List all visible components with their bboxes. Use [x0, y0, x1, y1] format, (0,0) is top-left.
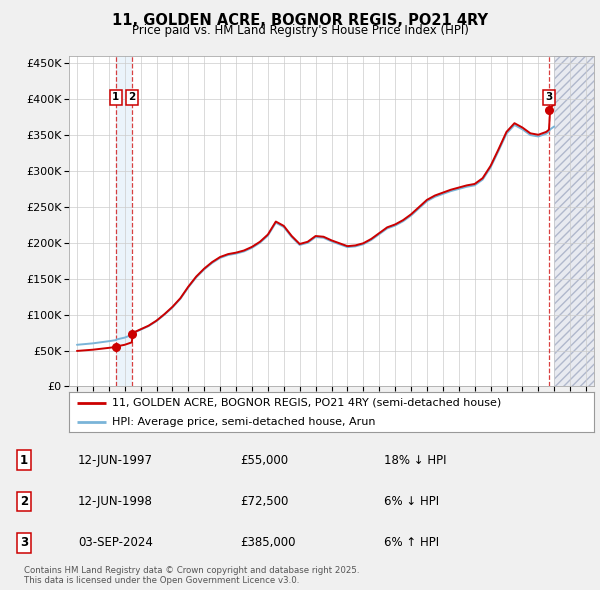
Text: 2: 2 [128, 93, 136, 102]
Text: HPI: Average price, semi-detached house, Arun: HPI: Average price, semi-detached house,… [112, 417, 376, 427]
Text: 12-JUN-1998: 12-JUN-1998 [78, 495, 153, 508]
Text: 18% ↓ HPI: 18% ↓ HPI [384, 454, 446, 467]
Text: 03-SEP-2024: 03-SEP-2024 [78, 536, 153, 549]
Text: £55,000: £55,000 [240, 454, 288, 467]
Text: Price paid vs. HM Land Registry's House Price Index (HPI): Price paid vs. HM Land Registry's House … [131, 24, 469, 37]
Text: £72,500: £72,500 [240, 495, 289, 508]
Text: 11, GOLDEN ACRE, BOGNOR REGIS, PO21 4RY: 11, GOLDEN ACRE, BOGNOR REGIS, PO21 4RY [112, 13, 488, 28]
Text: 11, GOLDEN ACRE, BOGNOR REGIS, PO21 4RY (semi-detached house): 11, GOLDEN ACRE, BOGNOR REGIS, PO21 4RY … [112, 398, 502, 408]
Text: 3: 3 [545, 93, 553, 102]
Text: 6% ↓ HPI: 6% ↓ HPI [384, 495, 439, 508]
Text: 1: 1 [112, 93, 119, 102]
Bar [554, 56, 594, 386]
Text: Contains HM Land Registry data © Crown copyright and database right 2025.
This d: Contains HM Land Registry data © Crown c… [24, 566, 359, 585]
Bar [116, 56, 132, 386]
Text: 12-JUN-1997: 12-JUN-1997 [78, 454, 153, 467]
Text: 1: 1 [20, 454, 28, 467]
Text: 6% ↑ HPI: 6% ↑ HPI [384, 536, 439, 549]
Bar [554, 56, 594, 386]
Text: 3: 3 [20, 536, 28, 549]
Text: 2: 2 [20, 495, 28, 508]
Text: £385,000: £385,000 [240, 536, 296, 549]
